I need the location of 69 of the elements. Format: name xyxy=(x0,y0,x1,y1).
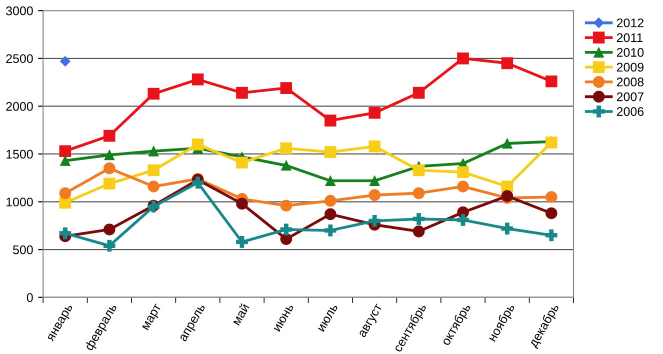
point xyxy=(502,138,512,149)
point xyxy=(60,56,70,67)
legend-label: 2011 xyxy=(616,33,643,42)
point xyxy=(324,208,336,220)
point xyxy=(280,233,292,245)
point xyxy=(324,224,336,236)
y-tick-label: 3000 xyxy=(6,6,33,16)
point xyxy=(59,227,72,240)
y-tick-label: 500 xyxy=(13,245,33,254)
point xyxy=(368,189,380,201)
point xyxy=(412,213,425,225)
point xyxy=(148,88,160,100)
point xyxy=(104,150,115,160)
point xyxy=(412,187,425,200)
point xyxy=(412,226,425,238)
y-tick-label: 0 xyxy=(26,293,33,302)
point xyxy=(236,198,248,210)
point xyxy=(280,224,292,236)
point xyxy=(325,176,336,186)
point xyxy=(60,155,70,166)
legend-label: 2007 xyxy=(616,92,644,102)
point xyxy=(59,187,72,200)
point xyxy=(236,86,248,99)
point xyxy=(545,207,558,220)
point xyxy=(545,229,558,242)
legend-label: 2006 xyxy=(616,107,644,116)
y-tick-label: 2500 xyxy=(6,54,33,64)
point xyxy=(236,236,248,248)
point xyxy=(369,176,380,186)
point xyxy=(280,200,292,212)
point xyxy=(324,114,336,126)
point xyxy=(457,214,469,226)
point xyxy=(457,52,469,64)
point xyxy=(280,82,292,94)
legend-label: 2009 xyxy=(616,62,644,72)
point xyxy=(368,214,380,227)
legend-label: 2010 xyxy=(616,48,644,57)
point xyxy=(501,57,514,70)
point xyxy=(280,160,292,171)
point xyxy=(236,156,248,168)
legend-label: 2012 xyxy=(616,18,644,28)
point xyxy=(280,142,292,154)
point xyxy=(368,140,380,152)
point xyxy=(457,180,469,192)
point xyxy=(501,222,514,234)
point xyxy=(59,145,72,158)
point xyxy=(148,146,159,156)
point xyxy=(192,138,204,150)
point xyxy=(192,176,204,189)
y-tick-label: 1000 xyxy=(6,198,33,206)
point xyxy=(148,180,160,192)
point xyxy=(103,224,116,236)
point xyxy=(412,86,425,99)
point xyxy=(103,240,116,252)
point xyxy=(103,178,116,190)
legend-label: 2008 xyxy=(616,78,644,86)
point xyxy=(412,164,425,176)
point xyxy=(457,166,469,178)
point xyxy=(192,74,204,86)
point xyxy=(545,75,558,88)
point xyxy=(103,130,116,142)
point xyxy=(324,146,336,158)
point xyxy=(148,164,160,176)
point xyxy=(545,191,558,203)
point xyxy=(103,162,116,174)
point xyxy=(324,194,336,207)
y-tick-label: 2000 xyxy=(6,102,33,111)
y-tick-label: 1500 xyxy=(6,150,33,159)
point xyxy=(368,106,380,119)
